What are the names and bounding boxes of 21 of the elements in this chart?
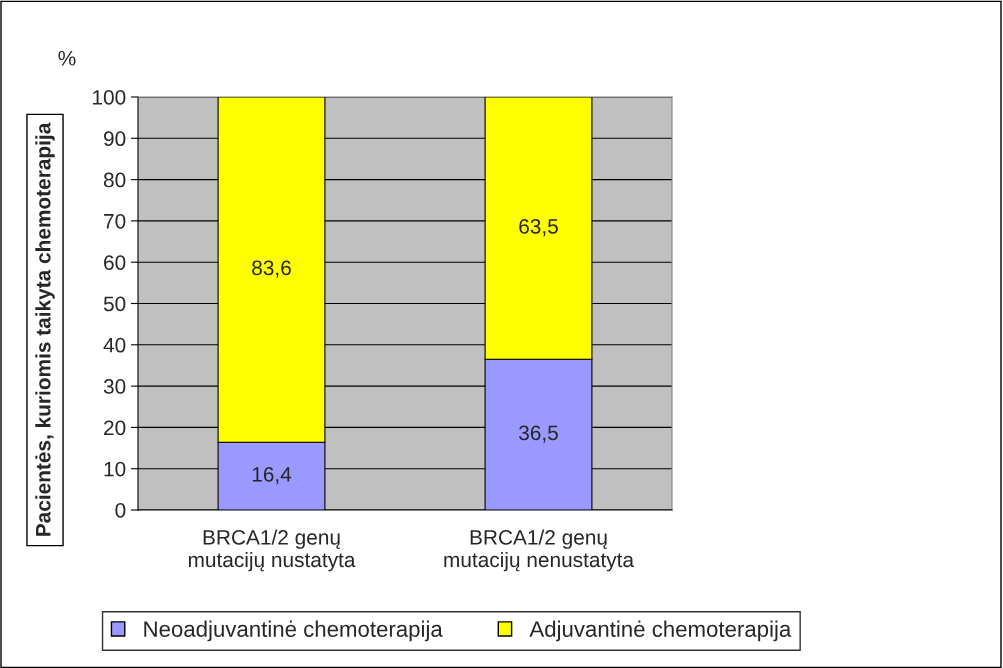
y-tick-label: 50 [103,296,126,312]
data-label: 16,4 [252,466,292,485]
legend-label: Adjuvantinė chemoterapija [529,620,792,642]
y-tick-label: 60 [104,255,126,270]
x-tick-label: BRCA1/2 genų mutacijų nustatyta [188,529,356,572]
data-label: 83,6 [252,260,291,278]
y-axis-title: Pacientės, kuriomis taikyta chemoterapija [35,122,55,536]
y-tick-label: 80 [103,172,126,188]
y-tick-label: 90 [104,131,126,147]
legend-label: Neoadjuvantinė chemoterapija [144,620,443,642]
x-tick-label: BRCA1/2 genų mutacijų nenustatyta [444,529,635,572]
data-label: 36,5 [519,425,558,443]
y-tick-label: 10 [104,461,126,477]
y-tick-label: 30 [103,379,126,394]
y-tick-label: 0 [115,503,126,518]
y-tick-label: 70 [104,213,126,229]
data-label: 63,5 [519,218,558,237]
text: % [58,50,76,66]
y-tick-label: 20 [104,420,126,436]
y-tick-label: 100 [93,90,126,105]
y-tick-label: 40 [103,337,126,353]
